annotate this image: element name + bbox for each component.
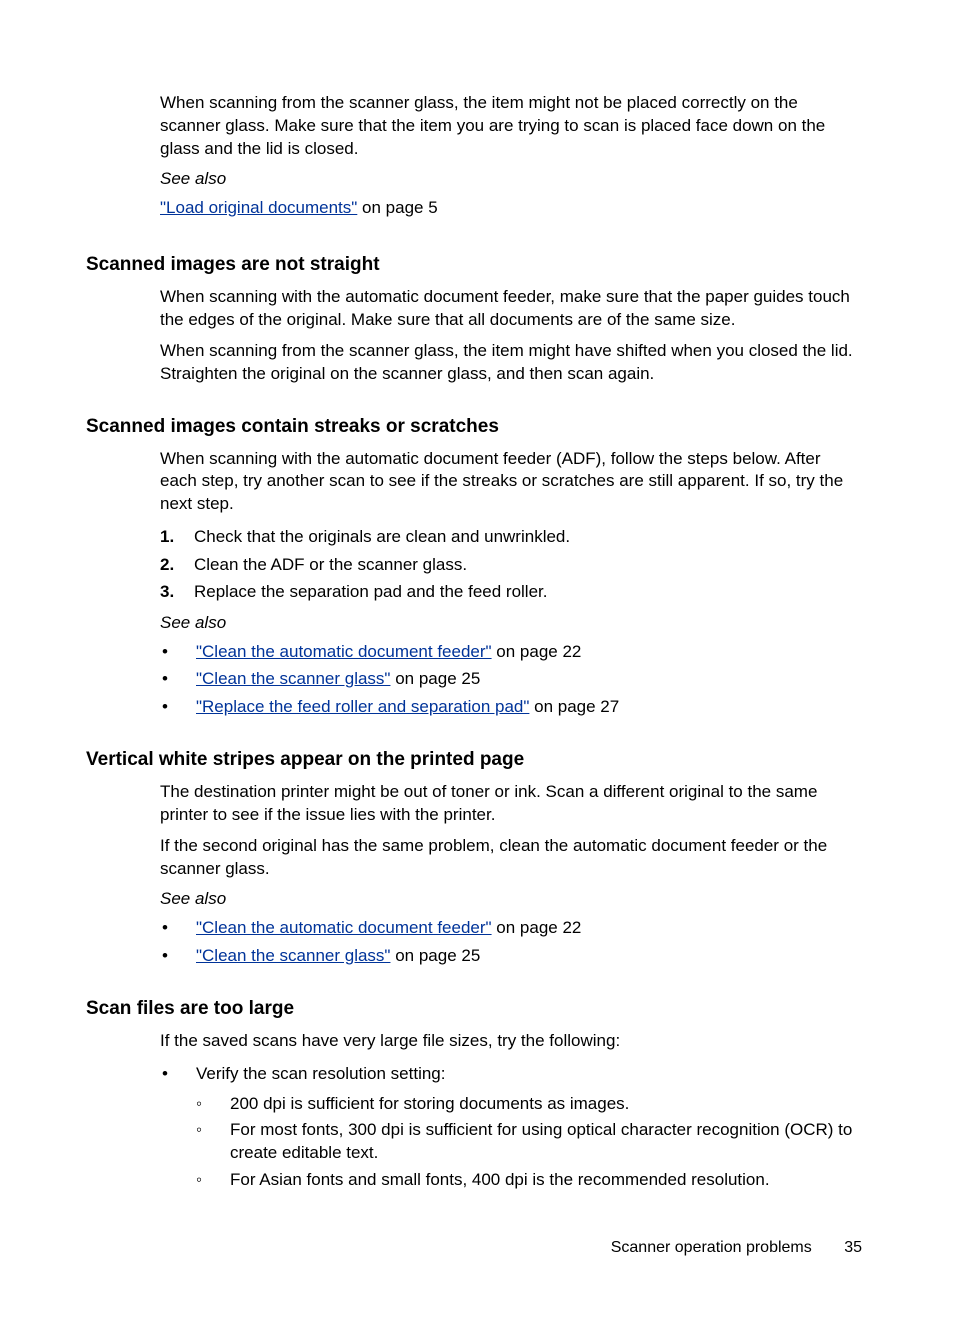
link-wrapper: "Clean the automatic document feeder" on…: [196, 639, 581, 665]
link-suffix: on page 5: [357, 198, 437, 217]
heading-files-large: Scan files are too large: [86, 998, 862, 1020]
step-text: Clean the ADF or the scanner glass.: [194, 552, 467, 578]
list-item: • "Replace the feed roller and separatio…: [160, 694, 862, 720]
sub-bullet-text: For most fonts, 300 dpi is sufficient fo…: [230, 1119, 862, 1165]
sub-bullet-icon: ◦: [194, 1119, 230, 1165]
link-suffix: on page 22: [492, 918, 582, 937]
link-suffix: on page 22: [492, 642, 582, 661]
see-also-label: See also: [160, 889, 862, 909]
list-item: 3. Replace the separation pad and the fe…: [160, 579, 862, 605]
heading-white-stripes: Vertical white stripes appear on the pri…: [86, 749, 862, 771]
clean-glass-link[interactable]: "Clean the scanner glass": [196, 946, 390, 965]
sub-bullet-icon: ◦: [194, 1169, 230, 1192]
link-suffix: on page 27: [529, 697, 619, 716]
section1-para2: When scanning from the scanner glass, th…: [160, 340, 862, 386]
section2-steps: 1. Check that the originals are clean an…: [160, 524, 862, 605]
link-wrapper: "Clean the scanner glass" on page 25: [196, 943, 480, 969]
page-number: 35: [844, 1239, 862, 1256]
page-content: When scanning from the scanner glass, th…: [160, 92, 862, 1192]
step-number: 3.: [160, 579, 194, 605]
list-item: 2. Clean the ADF or the scanner glass.: [160, 552, 862, 578]
bullet-icon: •: [160, 666, 196, 692]
list-item: • "Clean the scanner glass" on page 25: [160, 943, 862, 969]
bullet-text: Verify the scan resolution setting:: [196, 1061, 445, 1087]
section4-para1: If the saved scans have very large file …: [160, 1030, 862, 1053]
step-number: 2.: [160, 552, 194, 578]
link-wrapper: "Clean the automatic document feeder" on…: [196, 915, 581, 941]
list-item: • "Clean the scanner glass" on page 25: [160, 666, 862, 692]
sub-bullet-text: For Asian fonts and small fonts, 400 dpi…: [230, 1169, 770, 1192]
section2-para1: When scanning with the automatic documen…: [160, 448, 862, 517]
list-item: • Verify the scan resolution setting:: [160, 1061, 862, 1087]
list-item: ◦ 200 dpi is sufficient for storing docu…: [194, 1093, 862, 1116]
section4-sub-bullets: ◦ 200 dpi is sufficient for storing docu…: [194, 1093, 862, 1193]
section3-para1: The destination printer might be out of …: [160, 781, 862, 827]
intro-para: When scanning from the scanner glass, th…: [160, 92, 862, 161]
section1-para1: When scanning with the automatic documen…: [160, 286, 862, 332]
link-wrapper: "Clean the scanner glass" on page 25: [196, 666, 480, 692]
bullet-icon: •: [160, 915, 196, 941]
page-footer: Scanner operation problems 35: [611, 1239, 862, 1257]
clean-adf-link[interactable]: "Clean the automatic document feeder": [196, 918, 492, 937]
heading-not-straight: Scanned images are not straight: [86, 254, 862, 276]
intro-link-line: "Load original documents" on page 5: [160, 197, 862, 220]
clean-adf-link[interactable]: "Clean the automatic document feeder": [196, 642, 492, 661]
bullet-icon: •: [160, 694, 196, 720]
sub-bullet-text: 200 dpi is sufficient for storing docume…: [230, 1093, 629, 1116]
list-item: • "Clean the automatic document feeder" …: [160, 915, 862, 941]
section2-links: • "Clean the automatic document feeder" …: [160, 639, 862, 720]
footer-label: Scanner operation problems: [611, 1239, 812, 1256]
step-text: Check that the originals are clean and u…: [194, 524, 570, 550]
list-item: ◦ For Asian fonts and small fonts, 400 d…: [194, 1169, 862, 1192]
sub-bullet-icon: ◦: [194, 1093, 230, 1116]
load-documents-link[interactable]: "Load original documents": [160, 198, 357, 217]
section3-para2: If the second original has the same prob…: [160, 835, 862, 881]
bullet-icon: •: [160, 943, 196, 969]
bullet-icon: •: [160, 1061, 196, 1087]
step-number: 1.: [160, 524, 194, 550]
link-suffix: on page 25: [390, 669, 480, 688]
section3-links: • "Clean the automatic document feeder" …: [160, 915, 862, 968]
list-item: • "Clean the automatic document feeder" …: [160, 639, 862, 665]
see-also-label: See also: [160, 613, 862, 633]
link-suffix: on page 25: [390, 946, 480, 965]
replace-roller-link[interactable]: "Replace the feed roller and separation …: [196, 697, 529, 716]
list-item: ◦ For most fonts, 300 dpi is sufficient …: [194, 1119, 862, 1165]
section4-bullets: • Verify the scan resolution setting:: [160, 1061, 862, 1087]
heading-streaks: Scanned images contain streaks or scratc…: [86, 416, 862, 438]
see-also-label: See also: [160, 169, 862, 189]
bullet-icon: •: [160, 639, 196, 665]
step-text: Replace the separation pad and the feed …: [194, 579, 547, 605]
list-item: 1. Check that the originals are clean an…: [160, 524, 862, 550]
clean-glass-link[interactable]: "Clean the scanner glass": [196, 669, 390, 688]
link-wrapper: "Replace the feed roller and separation …: [196, 694, 619, 720]
